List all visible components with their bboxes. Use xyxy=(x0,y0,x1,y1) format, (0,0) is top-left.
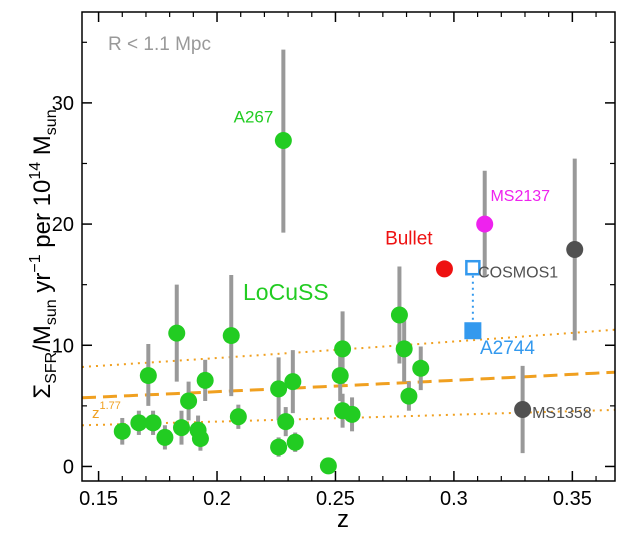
point-locuss-20 xyxy=(334,340,352,358)
point-locuss-23 xyxy=(390,306,408,324)
y-tick-label-2: 20 xyxy=(52,214,74,236)
y-axis-title-part-3: sun xyxy=(43,299,60,325)
point-cosmos1 xyxy=(566,241,584,259)
point-locuss-11 xyxy=(222,327,240,345)
x-tick-label-1: 0.2 xyxy=(203,488,231,510)
y-axis-title-part-6: per 10 xyxy=(29,180,56,255)
y-axis-title-part-0: Σ xyxy=(29,384,56,399)
plot-frame xyxy=(81,11,616,482)
y-axis-title-part-7: 14 xyxy=(27,162,44,180)
point-ms1358 xyxy=(514,400,532,418)
x-tick-label-4: 0.35 xyxy=(553,488,592,510)
point-locuss-26 xyxy=(412,359,430,377)
point-locuss-1 xyxy=(130,414,148,432)
point-locuss-2 xyxy=(139,367,157,385)
point-locuss-6 xyxy=(172,419,190,437)
fit-line xyxy=(82,370,615,400)
axes: 0.15 0.2 0.25 0.3 0.35 0 10 20 30 xyxy=(52,11,616,510)
fit-label-exponent: 1.77 xyxy=(100,400,121,412)
y-axis-title-part-1: SFR xyxy=(43,352,60,384)
point-locuss-7 xyxy=(180,392,198,410)
y-axis-title-part-2: /M xyxy=(29,325,56,352)
point-locuss-19 xyxy=(331,367,349,385)
y-axis-title-part-5: −1 xyxy=(27,254,44,272)
label-ms1358: MS1358 xyxy=(532,405,592,422)
label-a2744: A2744 xyxy=(480,338,535,359)
point-a2744 xyxy=(464,322,482,340)
point-locuss-22 xyxy=(343,405,361,423)
data-points xyxy=(113,131,584,475)
y-tick-label-1: 10 xyxy=(52,335,74,357)
point-locuss-24 xyxy=(395,340,413,358)
point-locuss-3 xyxy=(144,414,162,432)
y-tick-label-0: 0 xyxy=(63,456,74,478)
point-locuss-5 xyxy=(168,324,186,342)
point-locuss-25 xyxy=(400,387,418,405)
point-a2744-open xyxy=(465,259,481,276)
point-locuss-9 xyxy=(191,430,209,448)
corner-label: R < 1.1 Mpc xyxy=(108,34,211,55)
point-ms2137 xyxy=(476,215,494,233)
y-axis-title-part-9: sun xyxy=(43,109,60,135)
fit-label: z1.77 xyxy=(92,400,121,422)
point-locuss-10 xyxy=(196,371,214,389)
point-locuss-16 xyxy=(284,373,302,391)
label-bullet: Bullet xyxy=(385,229,433,250)
point-bullet xyxy=(435,260,453,278)
label-ms2137: MS2137 xyxy=(490,188,550,205)
y-tick-label-3: 30 xyxy=(52,93,74,115)
y-axis-title-part-4: yr xyxy=(29,273,56,300)
point-labels: z1.77 A267 LoCuSS Bullet MS2137 COSMOS1 MS1358… xyxy=(92,107,592,422)
x-tick-label-2: 0.25 xyxy=(316,488,355,510)
x-tick-label-3: 0.3 xyxy=(440,488,468,510)
point-locuss-17 xyxy=(286,433,304,451)
point-locuss-12 xyxy=(229,408,247,426)
x-axis-title: z xyxy=(337,506,349,533)
label-a267: A267 xyxy=(234,107,274,126)
y-axis-title-part-8: M xyxy=(29,135,56,162)
point-locuss-4 xyxy=(156,428,174,446)
point-locuss-13 xyxy=(270,380,288,398)
label-locuss: LoCuSS xyxy=(243,279,329,305)
fit-label-base: z xyxy=(92,405,100,422)
label-cosmos1: COSMOS1 xyxy=(478,264,558,281)
point-locuss-0 xyxy=(113,422,131,440)
point-locuss-27 xyxy=(274,131,292,149)
y-axis-title: ΣSFR/Msun yr−1 per 1014 Msun xyxy=(27,109,60,398)
x-tick-label-0: 0.15 xyxy=(79,488,118,510)
point-locuss-15 xyxy=(277,413,295,431)
point-locuss-14 xyxy=(270,438,288,456)
point-locuss-18 xyxy=(319,457,337,475)
